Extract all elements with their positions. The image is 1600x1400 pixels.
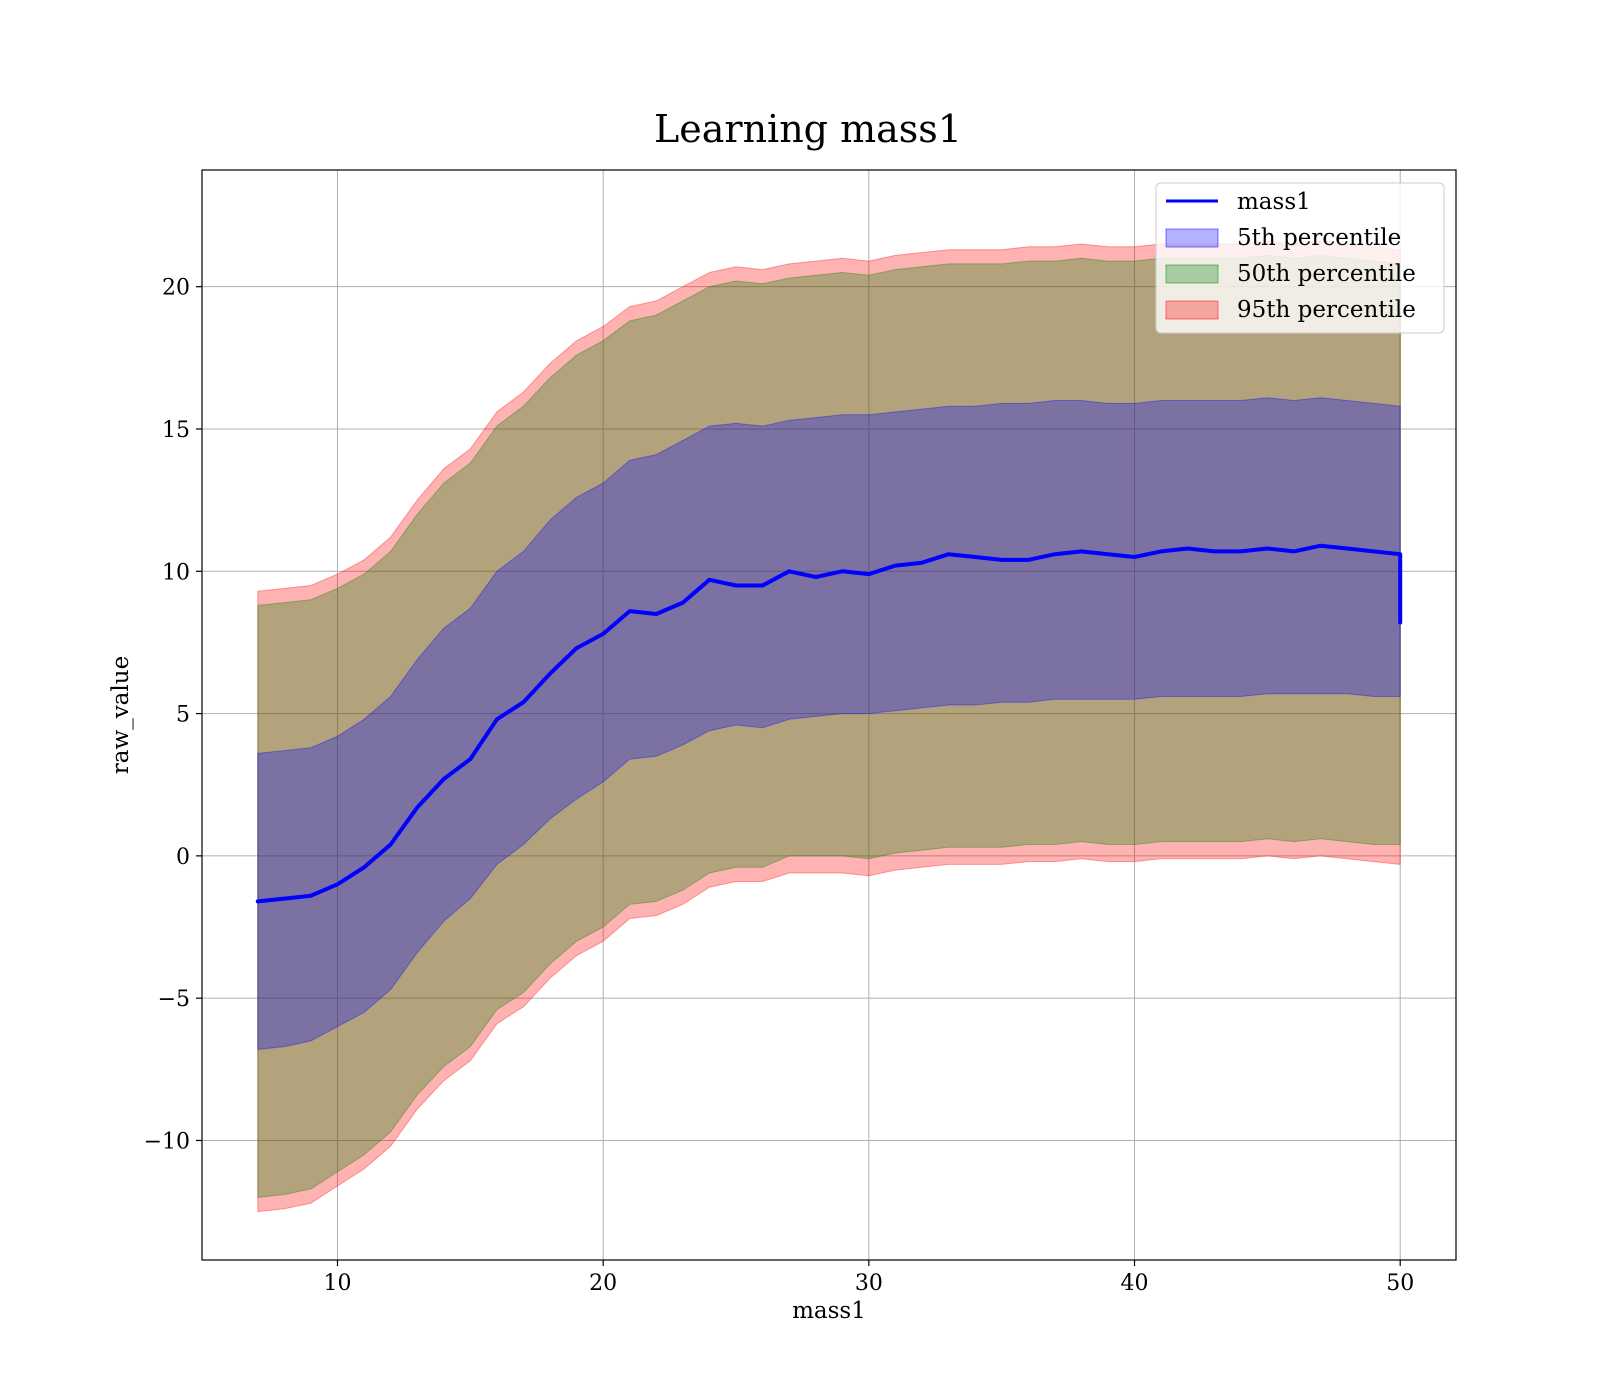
band-95th-percentile xyxy=(257,240,1401,1213)
legend: mass1 5th percentile 50th percentile 95t… xyxy=(1155,182,1445,334)
y-tick-label: 20 xyxy=(162,276,190,301)
legend-swatch-95th xyxy=(1165,300,1219,320)
series-lines xyxy=(255,543,1403,904)
y-tick-label: −5 xyxy=(158,987,190,1012)
axis-ticks: 10 20 30 40 50 −10 −5 0 5 10 15 20 xyxy=(144,276,1415,1296)
band-50th-percentile xyxy=(257,254,1401,1198)
legend-label-mass1: mass1 xyxy=(1237,189,1311,215)
legend-frame xyxy=(1155,182,1445,334)
legend-swatch-50th xyxy=(1165,264,1219,284)
x-tick-label: 10 xyxy=(323,1271,351,1296)
y-tick-label: 0 xyxy=(176,845,190,870)
line-mass1 xyxy=(255,543,1403,904)
legend-label-95th: 95th percentile xyxy=(1237,297,1416,323)
x-tick-label: 20 xyxy=(589,1271,617,1296)
y-axis-label: raw_value xyxy=(108,656,134,774)
chart-title: Learning mass1 xyxy=(654,107,962,151)
percentile-bands xyxy=(257,240,1401,1213)
y-tick-label: 10 xyxy=(162,560,190,585)
x-axis-label: mass1 xyxy=(792,1298,866,1324)
band-5th-percentile xyxy=(257,397,1401,1050)
legend-label-5th: 5th percentile xyxy=(1237,225,1401,251)
y-tick-label: 15 xyxy=(162,418,190,443)
grid-lines xyxy=(202,170,1456,1260)
x-tick-label: 30 xyxy=(855,1271,883,1296)
x-tick-label: 50 xyxy=(1386,1271,1414,1296)
y-tick-label: 5 xyxy=(176,703,190,728)
plot-frame xyxy=(201,169,1457,1261)
y-tick-label: −10 xyxy=(144,1129,190,1154)
legend-label-50th: 50th percentile xyxy=(1237,261,1416,287)
legend-swatch-5th xyxy=(1165,228,1219,248)
x-tick-label: 40 xyxy=(1121,1271,1149,1296)
